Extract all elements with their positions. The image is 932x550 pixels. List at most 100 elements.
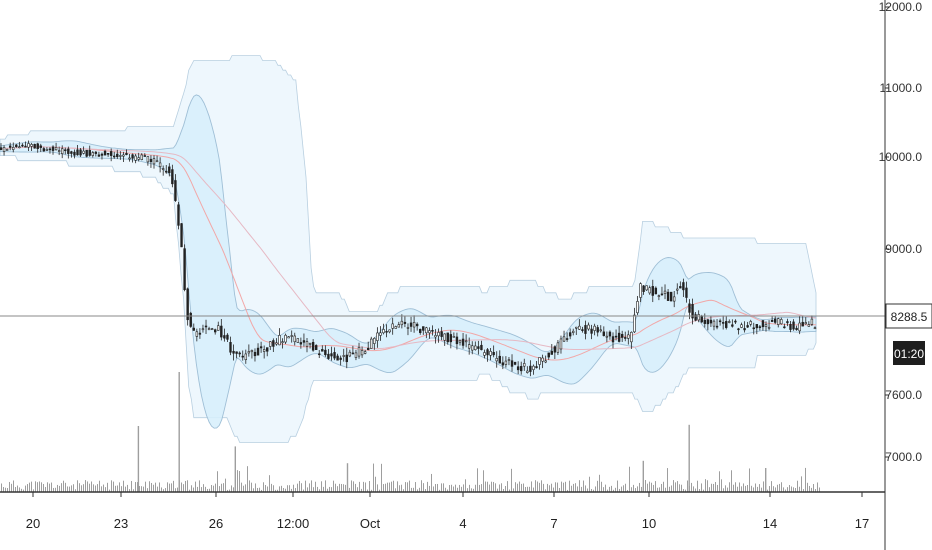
candle-body: [663, 290, 667, 294]
volume-bar: [803, 489, 804, 492]
candle-body: [461, 338, 465, 346]
volume-bar: [655, 481, 656, 492]
volume-bar: [725, 485, 726, 492]
volume-bar: [23, 489, 24, 492]
candle-body: [728, 321, 731, 323]
candle-body: [624, 337, 627, 339]
candle-body: [550, 350, 554, 355]
volume-bar: [305, 480, 306, 492]
volume-bar: [573, 483, 574, 492]
volume-bar: [421, 480, 422, 492]
volume-bar: [661, 483, 662, 492]
volume-bar: [439, 489, 440, 492]
candle-body: [79, 149, 82, 156]
volume-bar: [153, 484, 154, 492]
candle-body: [578, 325, 581, 330]
volume-bar: [569, 480, 570, 492]
volume-bar: [341, 483, 342, 492]
candle-body: [311, 342, 315, 351]
volume-bar: [801, 476, 802, 492]
volume-bar: [7, 488, 8, 492]
volume-bar: [29, 482, 30, 492]
volume-bar: [283, 488, 284, 492]
candle-body: [198, 332, 202, 335]
volume-bar: [243, 485, 244, 492]
volume-bar: [617, 480, 618, 492]
volume-bar: [339, 483, 340, 492]
volume-bar: [811, 487, 812, 492]
candle-body: [51, 146, 55, 151]
candle-body: [27, 143, 30, 148]
candle-body: [516, 366, 520, 371]
candle-body: [780, 319, 783, 325]
volume-bar: [327, 488, 328, 492]
volume-bar: [443, 483, 444, 492]
candle-body: [679, 286, 682, 289]
candle-body: [682, 282, 685, 291]
volume-bar: [263, 482, 264, 492]
volume-bar: [33, 489, 34, 492]
volume-bar: [137, 426, 140, 492]
volume-bar: [3, 487, 4, 492]
volume-bar: [61, 483, 62, 492]
candle-body: [385, 330, 388, 333]
candle-body: [523, 363, 526, 367]
volume-bar: [561, 481, 562, 492]
candle-body: [633, 314, 636, 333]
candle-body: [443, 333, 446, 341]
candle-body: [73, 151, 76, 156]
candle-body: [666, 291, 670, 301]
volume-bar: [567, 489, 568, 492]
volume-bar: [227, 489, 228, 492]
volume-bar: [791, 486, 792, 492]
volume-bar: [673, 480, 674, 492]
volume-bar: [769, 486, 770, 492]
candle-body: [363, 351, 367, 354]
volume-bar: [413, 487, 414, 492]
volume-bar: [195, 481, 196, 492]
volume-bar: [273, 485, 274, 492]
volume-bar: [545, 489, 546, 492]
candle-body: [761, 320, 765, 328]
volume-bar: [553, 487, 554, 492]
y-tick-label: 9000.0: [885, 242, 922, 256]
volume-bar: [101, 486, 102, 492]
candle-body: [639, 283, 642, 298]
volume-bar: [249, 480, 250, 492]
candle-body: [214, 329, 217, 333]
candle-body: [672, 296, 676, 302]
candle-body: [67, 148, 70, 154]
volume-bar: [677, 481, 678, 492]
volume-bar: [715, 482, 716, 492]
volume-bar: [37, 482, 38, 492]
time-axis: 20 23 26 12:00 Oct 4 7 10 14 17: [26, 492, 869, 531]
volume-bar: [733, 484, 734, 492]
candle-body: [33, 143, 36, 149]
volume-bar: [603, 487, 604, 492]
candle-body: [602, 331, 606, 336]
volume-bar: [215, 483, 216, 492]
volume-bar: [539, 482, 540, 492]
candle-body: [565, 338, 569, 340]
ma-line-slow: [0, 146, 817, 350]
volume-bar: [453, 486, 454, 492]
candle-body: [425, 327, 428, 334]
candle-body: [777, 318, 780, 325]
candle-body: [415, 323, 419, 327]
candle-body: [703, 319, 707, 324]
volume-bar: [141, 486, 142, 492]
candle-body: [651, 286, 654, 296]
volume-bar: [429, 485, 430, 492]
volume-bar: [137, 482, 138, 492]
volume-bar: [743, 483, 744, 492]
candle-body: [12, 146, 15, 150]
candle-body: [262, 349, 266, 352]
candle-body: [645, 285, 648, 291]
volume-bar: [687, 480, 688, 492]
volume-bar: [809, 485, 810, 492]
volume-bar: [717, 484, 718, 492]
candle-body: [709, 319, 713, 324]
volume-bar: [301, 483, 302, 492]
volume-bar: [521, 483, 522, 492]
